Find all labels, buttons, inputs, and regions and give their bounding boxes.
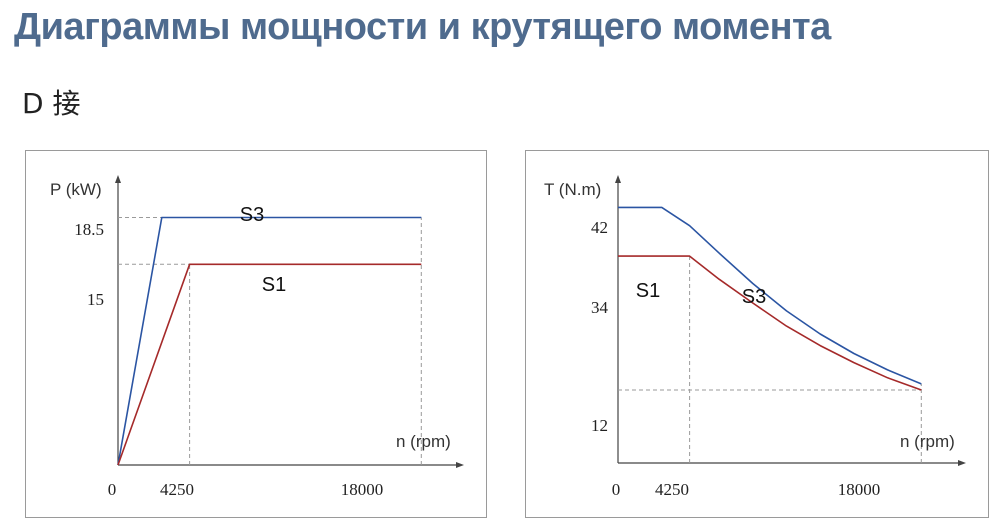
power-series-label-s3: S3 [240,204,264,226]
power-series-group [117,216,422,466]
torque-axes [615,175,966,466]
torque-chart: T (N.m) n (rpm) 0 4250 18000 42 34 12 S3… [544,175,966,499]
power-x-axis-title: n (rpm) [396,432,451,451]
power-x-axis-arrow-icon [456,462,464,468]
power-chart: P (kW) n (rpm) 0 4250 18000 18.5 15 S3 S… [50,175,464,499]
torque-x-tick-18000: 18000 [838,480,881,499]
power-guides [118,216,422,465]
torque-series-group [618,206,922,391]
torque-x-axis-title: n (rpm) [900,432,955,451]
power-series-label-s1: S1 [262,274,286,296]
power-series-line-s1 [117,263,422,466]
torque-x-tick-4250: 4250 [655,480,689,499]
power-y-tick-15: 15 [87,290,104,309]
torque-x-tick-0: 0 [612,480,621,499]
page-title: Диаграммы мощности и крутящего момента [14,6,831,48]
power-y-axis-arrow-icon [115,175,121,183]
torque-series-line-s3 [618,206,922,385]
torque-y-tick-34: 34 [591,298,609,317]
power-y-axis-title: P (kW) [50,180,102,199]
power-x-tick-4250: 4250 [160,480,194,499]
torque-y-tick-42: 42 [591,218,608,237]
torque-series-label-s3: S3 [742,286,766,308]
torque-series-label-s1: S1 [636,280,660,302]
power-y-tick-18-5: 18.5 [74,220,104,239]
torque-labels: T (N.m) n (rpm) 0 4250 18000 42 34 12 S3… [544,180,955,499]
page-subtitle: D 接 [22,87,81,120]
power-x-tick-18000: 18000 [341,480,384,499]
power-series-line-s3 [117,216,422,466]
power-axes [115,175,464,468]
torque-y-axis-arrow-icon [615,175,621,183]
power-labels: P (kW) n (rpm) 0 4250 18000 18.5 15 S3 S… [50,180,451,499]
torque-y-tick-12: 12 [591,416,608,435]
torque-x-axis-arrow-icon [958,460,966,466]
torque-chart-panel: T (N.m) n (rpm) 0 4250 18000 42 34 12 S3… [525,150,989,518]
torque-series-line-s1 [618,255,922,391]
power-chart-panel: P (kW) n (rpm) 0 4250 18000 18.5 15 S3 S… [25,150,487,518]
power-x-tick-0: 0 [108,480,117,499]
torque-y-axis-title: T (N.m) [544,180,601,199]
torque-guides [618,256,922,463]
